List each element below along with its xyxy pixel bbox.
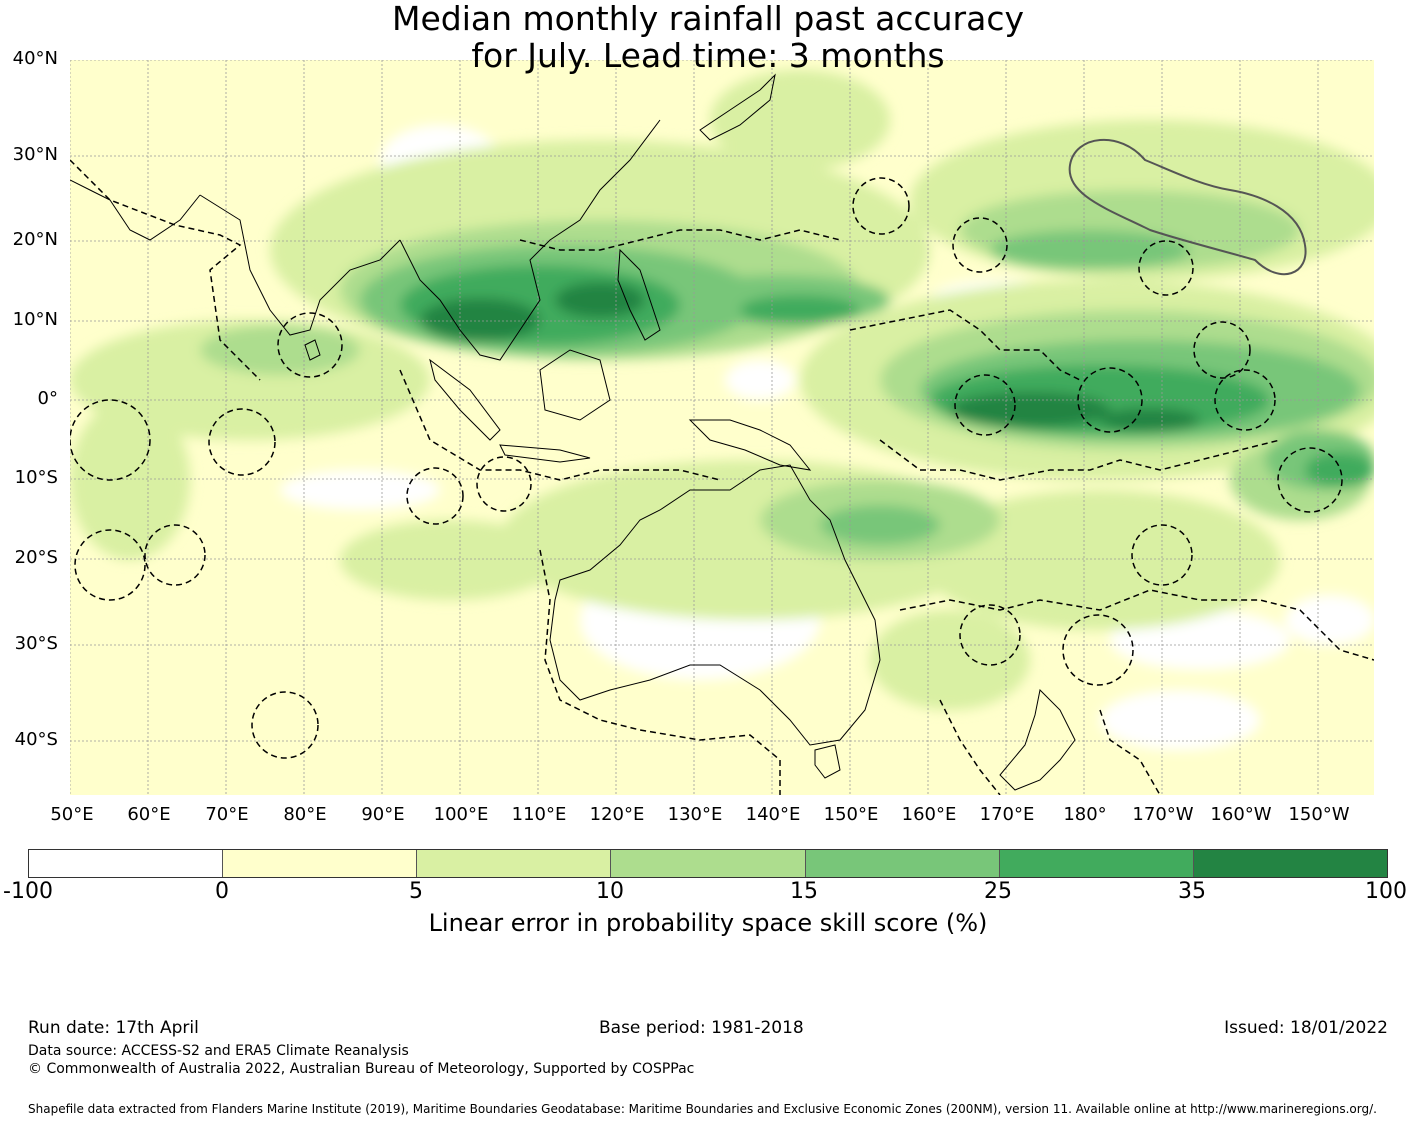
colorbar-segment xyxy=(223,850,418,877)
colorbar-segment xyxy=(611,850,806,877)
colorbar-tick: 35 xyxy=(1178,879,1206,904)
rainfall-skill-map xyxy=(70,60,1374,795)
lat-label: 30°N xyxy=(12,144,58,165)
issued-date: Issued: 18/01/2022 xyxy=(1224,1018,1388,1038)
lon-label: 120°E xyxy=(589,804,645,825)
lon-label: 160°W xyxy=(1210,804,1272,825)
lon-label: 60°E xyxy=(127,804,171,825)
tasmania-coast xyxy=(814,744,841,779)
colorbar-tick: 0 xyxy=(215,879,229,904)
lon-label: 130°E xyxy=(667,804,723,825)
lon-label: 150°E xyxy=(823,804,879,825)
base-period: Base period: 1981-2018 xyxy=(599,1018,804,1038)
lon-label: 100°E xyxy=(433,804,489,825)
sumatra-coast xyxy=(429,358,501,441)
lon-label: 160°E xyxy=(901,804,957,825)
run-date: Run date: 17th April xyxy=(28,1018,199,1038)
lon-label: 170°W xyxy=(1132,804,1194,825)
colorbar-tick: 25 xyxy=(984,879,1012,904)
hawaii-eez-boundary xyxy=(1068,138,1307,276)
colorbar-segment xyxy=(29,850,224,877)
lon-label: 180° xyxy=(1063,804,1107,825)
colorbar-segment xyxy=(1193,850,1387,877)
lon-label: 170°E xyxy=(979,804,1035,825)
coastlines xyxy=(70,73,1076,791)
lat-label: 10°N xyxy=(12,309,58,330)
chart-title-line2: for July. Lead time: 3 months xyxy=(471,36,945,75)
philippines-coast xyxy=(617,248,661,341)
colorbar-tick: 10 xyxy=(596,879,624,904)
se-asia-coast xyxy=(399,119,661,361)
lon-label: 140°E xyxy=(745,804,801,825)
colorbar-segment xyxy=(805,850,1000,877)
lat-label: 40°S xyxy=(14,729,58,750)
lon-label: 90°E xyxy=(361,804,405,825)
copyright-notice: © Commonwealth of Australia 2022, Austra… xyxy=(28,1061,695,1077)
new-zealand-coast xyxy=(999,688,1076,791)
japan-coast xyxy=(699,73,776,141)
eez-boundaries xyxy=(70,159,1374,795)
borneo-coast xyxy=(539,349,611,421)
data-source: Data source: ACCESS-S2 and ERA5 Climate … xyxy=(28,1043,409,1059)
lat-label: 30°S xyxy=(14,633,58,654)
lat-label: 10°S xyxy=(14,467,58,488)
lon-label: 150°W xyxy=(1288,804,1350,825)
colorbar-tick: 100 xyxy=(1365,879,1407,904)
lon-label: 110°E xyxy=(511,804,567,825)
australia-coast xyxy=(549,464,881,746)
colorbar-tick: 15 xyxy=(790,879,818,904)
lat-label: 20°N xyxy=(12,229,58,250)
chart-title-line1: Median monthly rainfall past accuracy xyxy=(391,0,1025,38)
colorbar-tick: -100 xyxy=(3,879,53,904)
colorbar xyxy=(28,849,1388,878)
lon-label: 80°E xyxy=(283,804,327,825)
gridlines xyxy=(70,60,1374,795)
colorbar-label: Linear error in probability space skill … xyxy=(428,909,988,937)
new-guinea-coast xyxy=(688,419,812,471)
lat-label: 20°S xyxy=(14,547,58,568)
lon-label: 70°E xyxy=(205,804,249,825)
sri-lanka-coast xyxy=(304,339,321,361)
shapefile-attribution: Shapefile data extracted from Flanders M… xyxy=(28,1102,1377,1116)
java-coast xyxy=(499,444,591,463)
india-coast xyxy=(199,194,401,336)
colorbar-segment xyxy=(999,850,1194,877)
colorbar-tick: 5 xyxy=(409,879,423,904)
arabia-coast xyxy=(70,179,201,241)
lat-label: 0° xyxy=(37,388,58,409)
colorbar-segment xyxy=(417,850,612,877)
lon-label: 50°E xyxy=(50,804,94,825)
lat-label: 40°N xyxy=(12,48,58,69)
